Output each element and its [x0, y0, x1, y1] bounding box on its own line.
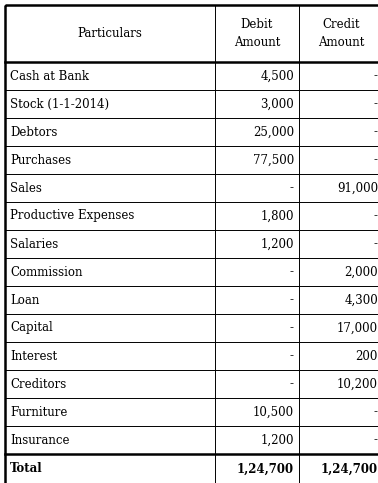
- Text: -: -: [290, 378, 294, 390]
- Text: Cash at Bank: Cash at Bank: [10, 70, 89, 83]
- Text: -: -: [290, 294, 294, 307]
- Text: -: -: [290, 350, 294, 363]
- Text: -: -: [374, 406, 378, 418]
- Text: Debit
Amount: Debit Amount: [234, 17, 280, 49]
- Text: Stock (1-1-2014): Stock (1-1-2014): [10, 98, 109, 111]
- Text: Commission: Commission: [10, 266, 82, 279]
- Text: -: -: [374, 126, 378, 139]
- Text: -: -: [374, 98, 378, 111]
- Text: Debtors: Debtors: [10, 126, 57, 139]
- Text: 17,000: 17,000: [337, 322, 378, 335]
- Text: 2,000: 2,000: [344, 266, 378, 279]
- Text: -: -: [290, 266, 294, 279]
- Text: Interest: Interest: [10, 350, 57, 363]
- Text: 91,000: 91,000: [337, 182, 378, 195]
- Text: -: -: [374, 70, 378, 83]
- Text: 4,300: 4,300: [344, 294, 378, 307]
- Text: Loan: Loan: [10, 294, 39, 307]
- Text: -: -: [374, 238, 378, 251]
- Text: Total: Total: [10, 463, 43, 475]
- Text: Capital: Capital: [10, 322, 53, 335]
- Text: 10,200: 10,200: [337, 378, 378, 390]
- Text: Sales: Sales: [10, 182, 42, 195]
- Text: 10,500: 10,500: [253, 406, 294, 418]
- Text: Creditors: Creditors: [10, 378, 66, 390]
- Text: -: -: [374, 210, 378, 223]
- Text: 4,500: 4,500: [260, 70, 294, 83]
- Text: 25,000: 25,000: [253, 126, 294, 139]
- Text: 1,24,700: 1,24,700: [237, 463, 294, 475]
- Text: -: -: [374, 154, 378, 167]
- Text: 77,500: 77,500: [253, 154, 294, 167]
- Text: -: -: [374, 434, 378, 446]
- Text: 3,000: 3,000: [260, 98, 294, 111]
- Text: Particulars: Particulars: [77, 27, 143, 40]
- Text: -: -: [290, 182, 294, 195]
- Text: Insurance: Insurance: [10, 434, 70, 446]
- Text: Credit
Amount: Credit Amount: [318, 17, 364, 49]
- Text: 1,800: 1,800: [260, 210, 294, 223]
- Text: Furniture: Furniture: [10, 406, 67, 418]
- Text: 200: 200: [356, 350, 378, 363]
- Text: 1,24,700: 1,24,700: [321, 463, 378, 475]
- Text: 1,200: 1,200: [260, 238, 294, 251]
- Text: Productive Expenses: Productive Expenses: [10, 210, 134, 223]
- Text: 1,200: 1,200: [260, 434, 294, 446]
- Text: Salaries: Salaries: [10, 238, 58, 251]
- Text: -: -: [290, 322, 294, 335]
- Text: Purchases: Purchases: [10, 154, 71, 167]
